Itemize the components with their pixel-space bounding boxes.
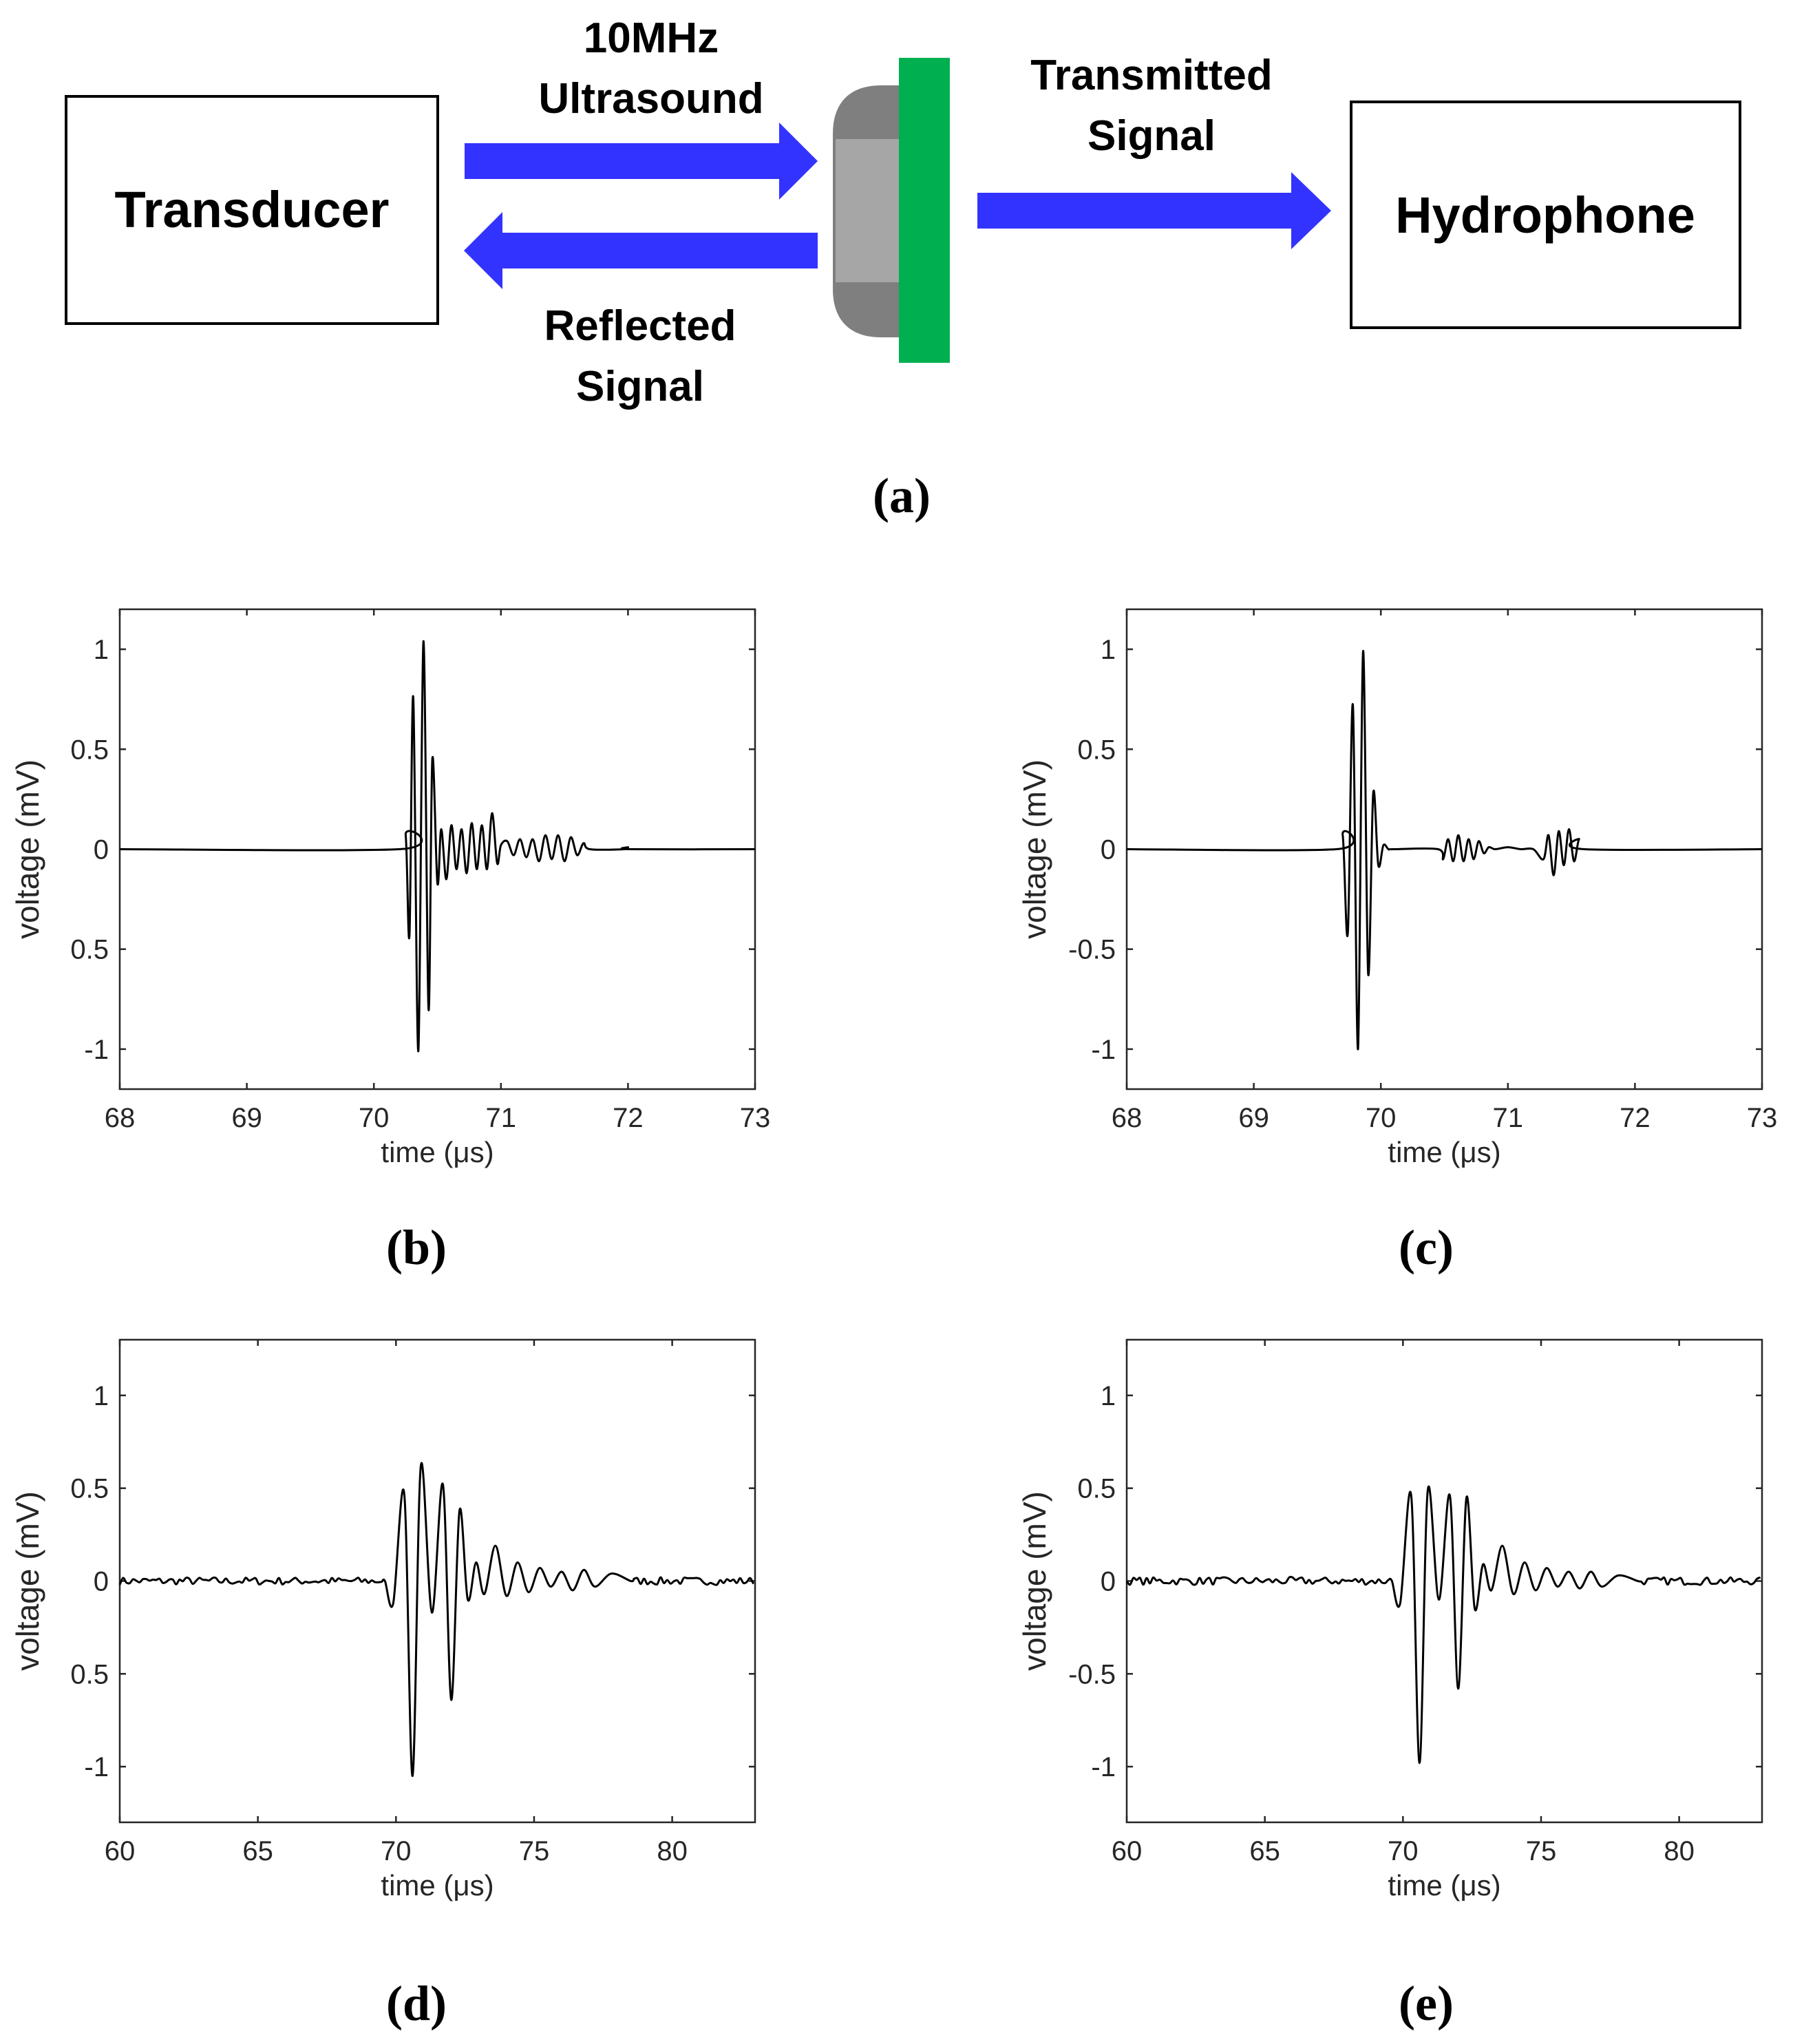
x-tick-label: 71	[1493, 1103, 1524, 1133]
x-tick-label: 70	[381, 1836, 412, 1866]
x-tick-label: 73	[740, 1103, 771, 1133]
x-tick-label: 72	[613, 1103, 644, 1133]
plot-d: 1 0.5 0 0.5 -1 60 65 70 75 80 time (μs) voltage (mV…	[10, 1338, 756, 1901]
hydrophone-label: Hydrophone	[1395, 187, 1695, 244]
signal-line	[1125, 1486, 1761, 1764]
transducer-label: Transducer	[115, 181, 390, 238]
x-tick-label: 73	[1747, 1103, 1778, 1133]
x-tick-label: 60	[1112, 1836, 1143, 1866]
x-tick-label: 75	[1526, 1836, 1557, 1866]
caption-c: (c)	[1399, 1220, 1454, 1275]
y-tick-label: -0.5	[1068, 1659, 1116, 1689]
x-tick-label: 80	[1664, 1836, 1695, 1866]
reflected-label-line1: Reflected	[544, 302, 736, 350]
y-tick-label: 0.5	[70, 1659, 109, 1689]
y-tick-label: 0.5	[1077, 735, 1116, 765]
x-tick-label: 69	[1238, 1103, 1269, 1133]
y-tick-label: -1	[1091, 1035, 1116, 1065]
signal-line	[118, 1462, 754, 1778]
y-tick-label: -1	[84, 1035, 109, 1065]
signal-line	[1126, 650, 1763, 1051]
transmitted-arrow	[977, 172, 1331, 249]
y-tick-label: -1	[1091, 1752, 1116, 1782]
x-tick-label: 68	[1112, 1103, 1143, 1133]
incident-label-line1: 10MHz	[584, 14, 719, 62]
plot-c: 1 0.5 0 -0.5 -1 68 69 70 71 72 73 time (μs) voltage …	[1017, 608, 1778, 1168]
caption-a: (a)	[873, 468, 931, 523]
x-tick-label: 71	[486, 1103, 517, 1133]
y-tick-label: 0.5	[70, 935, 109, 965]
y-tick-label: -0.5	[1068, 935, 1116, 965]
caption-b: (b)	[386, 1220, 447, 1275]
y-tick-label: 0	[94, 1567, 109, 1597]
reflected-label-line2: Signal	[576, 363, 704, 410]
y-tick-label: 0	[1101, 1567, 1116, 1597]
transducer-box	[65, 95, 439, 325]
x-axis-label: time (μs)	[381, 1869, 494, 1901]
hydrophone-box	[1350, 101, 1741, 329]
x-axis-label: time (μs)	[1388, 1869, 1500, 1901]
incident-arrow	[465, 123, 818, 200]
transmitted-label-line1: Transmitted	[1030, 52, 1272, 99]
y-tick-label: -1	[84, 1752, 109, 1782]
x-tick-label: 65	[242, 1836, 273, 1866]
signal-line	[119, 640, 756, 1053]
x-tick-label: 80	[657, 1836, 688, 1866]
y-tick-label: 0	[94, 835, 109, 865]
x-tick-label: 70	[1388, 1836, 1419, 1866]
plot-area	[118, 1338, 756, 1824]
y-tick-label: 1	[94, 635, 109, 665]
y-tick-label: 0.5	[70, 1474, 109, 1504]
x-tick-label: 70	[359, 1103, 390, 1133]
x-tick-label: 68	[105, 1103, 136, 1133]
plot-e: 1 0.5 0 -0.5 -1 60 65 70 75 80 time (μs) voltage (m…	[1017, 1338, 1763, 1901]
y-axis-label: voltage (mV)	[10, 1491, 45, 1671]
reflected-arrow	[464, 212, 818, 289]
y-tick-label: 0.5	[1077, 1474, 1116, 1504]
x-tick-label: 75	[519, 1836, 550, 1866]
caption-e: (e)	[1399, 1976, 1454, 2031]
x-tick-label: 72	[1620, 1103, 1651, 1133]
y-tick-label: 0.5	[70, 735, 109, 765]
y-axis-label: voltage (mV)	[1017, 759, 1052, 939]
schematic-diagram: Transducer Hydrophone 10MHz Ultrasound T…	[65, 14, 1741, 410]
x-tick-label: 70	[1366, 1103, 1397, 1133]
y-tick-label: 0	[1101, 835, 1116, 865]
x-axis-label: time (μs)	[1388, 1136, 1500, 1168]
plot-b: 1 0.5 0 0.5 -1 68 69 70 71 72 73 time (μs) voltage (…	[10, 608, 771, 1168]
sample-light-core	[836, 139, 899, 282]
caption-d: (d)	[386, 1976, 447, 2031]
y-tick-label: 1	[1101, 1381, 1116, 1411]
x-axis-label: time (μs)	[381, 1136, 494, 1168]
x-tick-label: 65	[1249, 1836, 1280, 1866]
transmitted-label-line2: Signal	[1088, 112, 1216, 160]
y-axis-label: voltage (mV)	[10, 759, 45, 939]
green-plate	[899, 58, 950, 363]
y-axis-label: voltage (mV)	[1017, 1491, 1052, 1671]
incident-label-line2: Ultrasound	[538, 75, 763, 123]
x-tick-label: 60	[105, 1836, 136, 1866]
y-tick-label: 1	[1101, 635, 1116, 665]
x-tick-label: 69	[231, 1103, 262, 1133]
y-tick-label: 1	[94, 1381, 109, 1411]
